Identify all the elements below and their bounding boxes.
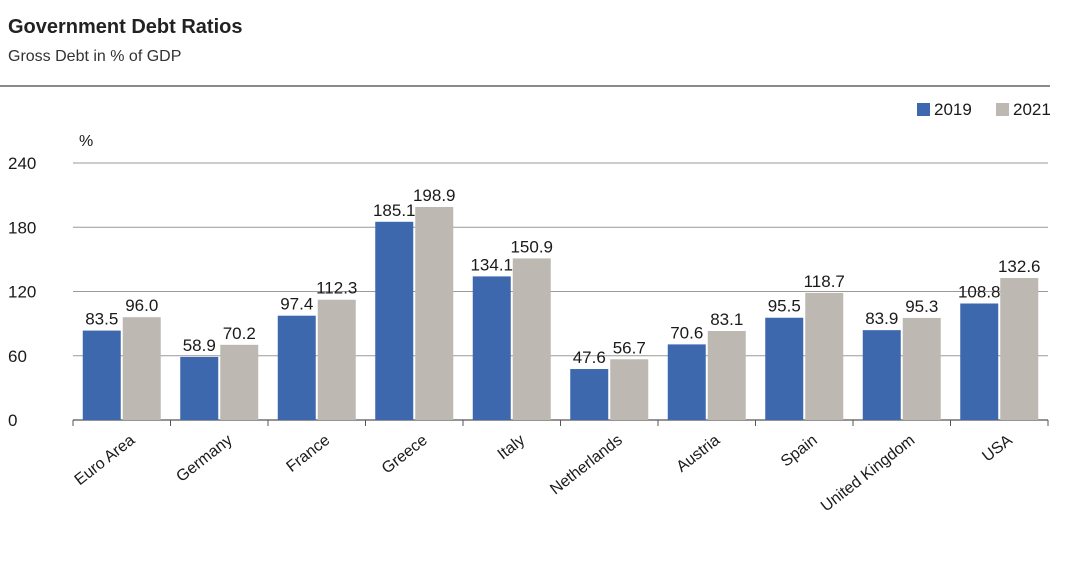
bar-2021 [512,258,551,420]
legend-label-2021: 2021 [1013,100,1051,119]
bar-2019 [82,330,121,420]
bar-2021 [902,317,941,420]
category-label: United Kingdom [818,432,918,515]
bar-2021 [707,331,746,420]
data-label-2019: 83.9 [865,309,898,328]
data-label-2019: 108.8 [958,282,1001,301]
bar-2021 [610,359,649,420]
bar-2021 [1000,278,1039,420]
gridlines [73,162,1048,357]
category-label: Greece [379,432,431,478]
data-label-2019: 185.1 [373,201,416,220]
bar-2019 [570,369,609,420]
y-tick-label: 120 [8,283,36,302]
category-label: Austria [674,432,724,476]
bar-2021 [317,299,356,420]
bar-2021 [122,317,161,420]
chart-subtitle: Gross Debt in % of GDP [8,48,182,65]
header-divider [0,85,1050,87]
bars [82,207,1039,420]
data-label-2021: 70.2 [223,324,256,343]
category-label: USA [979,432,1016,466]
category-label: Spain [778,432,821,471]
bar-2019 [960,303,999,420]
data-label-2019: 134.1 [470,255,513,274]
chart-title: Government Debt Ratios [8,16,243,38]
category-labels: Euro Area Germany France Greece Italy Netherl… [72,432,1016,516]
bar-2021 [415,207,454,420]
data-label-2019: 97.4 [280,295,313,314]
y-tick-label: 60 [8,347,27,366]
data-label-2021: 96.0 [125,296,158,315]
data-label-2021: 83.1 [710,310,743,329]
bar-2019 [277,315,316,420]
data-label-2021: 56.7 [613,338,646,357]
legend: 2019 2021 [917,100,1051,119]
legend-label-2019: 2019 [934,100,972,119]
data-label-2021: 95.3 [905,297,938,316]
y-tick-label: 0 [8,411,17,430]
data-label-2019: 95.5 [768,297,801,316]
category-label: France [284,432,334,476]
legend-swatch-2021 [996,103,1009,116]
y-axis-unit-label: % [79,133,93,150]
category-label: Euro Area [72,432,139,489]
bar-2019 [667,344,706,420]
data-label-2019: 83.5 [85,310,118,329]
bar-2021 [220,344,259,420]
bar-2021 [805,292,844,420]
data-label-2021: 150.9 [510,237,553,256]
bar-2019 [472,276,511,420]
data-label-2021: 112.3 [316,279,357,298]
legend-swatch-2019 [917,103,930,116]
y-tick-label: 180 [8,218,36,237]
bar-2019 [765,317,804,420]
data-label-2019: 47.6 [573,348,606,367]
data-label-2019: 70.6 [670,323,703,342]
data-label-2021: 132.6 [998,257,1041,276]
category-label: Netherlands [547,432,625,499]
bar-2019 [180,356,219,420]
data-label-2021: 198.9 [413,186,456,205]
data-label-2021: 118.7 [804,272,845,291]
data-label-2019: 58.9 [183,336,216,355]
category-label: Italy [495,432,529,463]
bar-2019 [375,221,414,420]
y-tick-label: 240 [8,154,36,173]
category-label: Germany [173,432,235,486]
bar-2019 [862,330,901,420]
